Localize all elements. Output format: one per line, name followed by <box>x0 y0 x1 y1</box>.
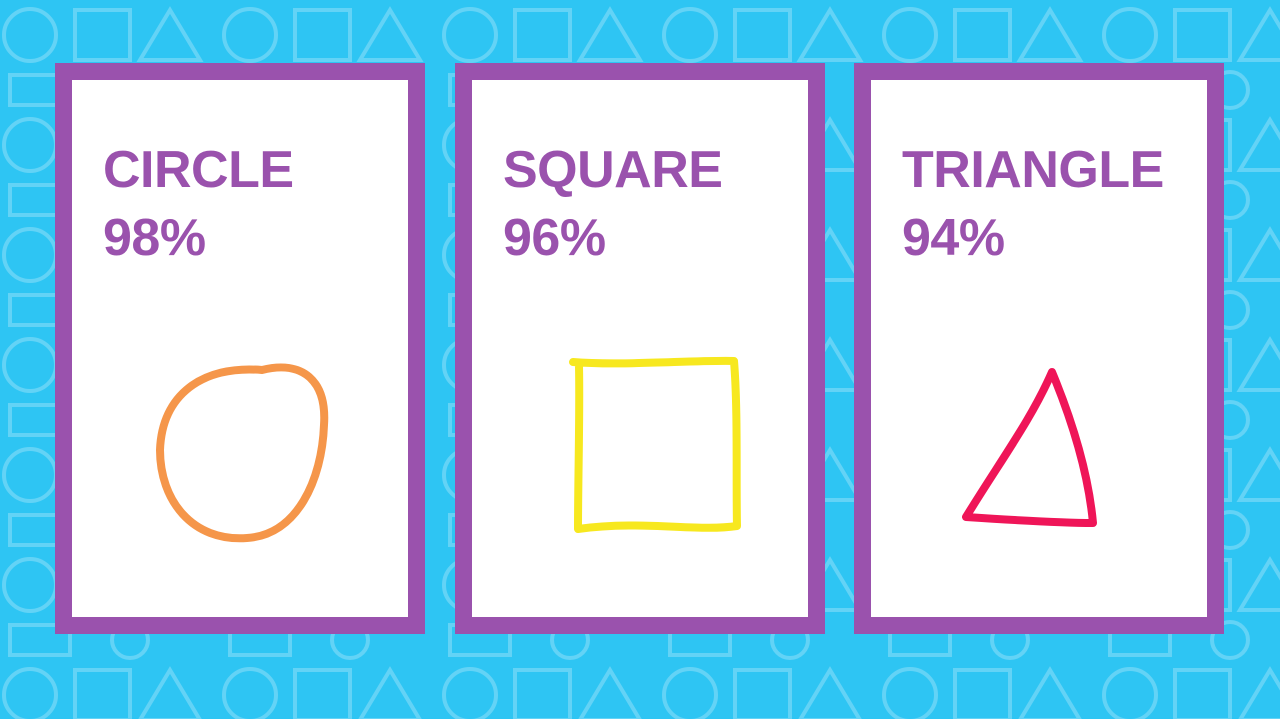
circle-drawing <box>155 363 329 543</box>
card-square[interactable]: SQUARE 96% <box>455 63 825 634</box>
triangle-drawing <box>962 368 1097 527</box>
square-drawing <box>569 356 741 533</box>
card-title: CIRCLE <box>103 141 294 199</box>
card-triangle[interactable]: TRIANGLE 94% <box>854 63 1224 634</box>
card-title: TRIANGLE <box>902 141 1164 199</box>
card-circle[interactable]: CIRCLE 98% <box>55 63 425 634</box>
card-percent: 98% <box>103 209 206 267</box>
card-percent: 94% <box>902 209 1005 267</box>
card-percent: 96% <box>503 209 606 267</box>
card-title: SQUARE <box>503 141 723 199</box>
